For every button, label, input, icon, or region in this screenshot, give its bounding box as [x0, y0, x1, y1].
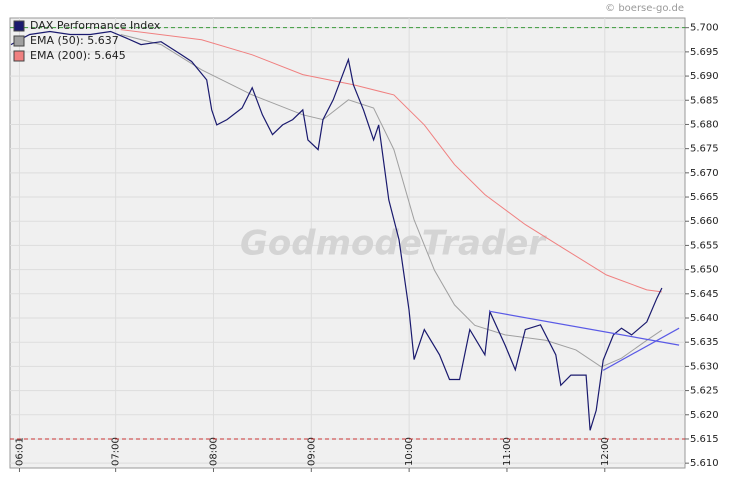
legend-label: EMA (200): 5.645	[30, 49, 126, 62]
y-tick-label: 5.630	[690, 361, 719, 372]
y-tick-label: 5.690	[690, 71, 719, 82]
y-tick-label: 5.665	[690, 192, 719, 203]
x-tick-label: 07:00	[111, 437, 122, 466]
y-tick-label: 5.640	[690, 313, 719, 324]
legend-swatch	[13, 35, 25, 47]
series-line	[10, 30, 663, 431]
y-tick-label: 5.610	[690, 458, 719, 469]
x-tick-label: 11:00	[502, 437, 513, 466]
y-tick-label: 5.685	[690, 95, 719, 106]
trend-line	[602, 327, 680, 371]
y-tick-label: 5.645	[690, 289, 719, 300]
y-tick-label: 5.655	[690, 240, 719, 251]
legend-swatch	[13, 50, 25, 62]
x-tick-label: 10:00	[404, 437, 415, 466]
y-tick-label: 5.620	[690, 410, 719, 421]
x-tick-label: 12:00	[600, 437, 611, 466]
legend-label: DAX Performance Index	[30, 19, 161, 32]
y-tick-label: 5.670	[690, 168, 719, 179]
watermark: GodmodeTrader	[240, 224, 547, 264]
y-tick-label: 5.660	[690, 216, 719, 227]
plot-area	[9, 17, 686, 469]
x-tick-label: 08:00	[208, 437, 219, 466]
y-tick-label: 5.625	[690, 386, 719, 397]
y-tick-label: 5.675	[690, 144, 719, 155]
copyright: © boerse-go.de	[605, 3, 684, 14]
x-tick-label: 09:00	[306, 437, 317, 466]
series-line	[120, 34, 663, 368]
y-tick-label: 5.700	[690, 23, 719, 34]
legend-swatch	[13, 20, 25, 32]
x-tick-label: 06:01	[14, 437, 25, 466]
legend-label: EMA (50): 5.637	[30, 34, 119, 47]
y-tick-label: 5.695	[690, 47, 719, 58]
y-tick-label: 5.615	[690, 434, 719, 445]
y-tick-label: 5.635	[690, 337, 719, 348]
series-line	[120, 29, 662, 293]
trend-line	[488, 310, 680, 346]
y-tick-label: 5.650	[690, 265, 719, 276]
y-tick-label: 5.680	[690, 119, 719, 130]
